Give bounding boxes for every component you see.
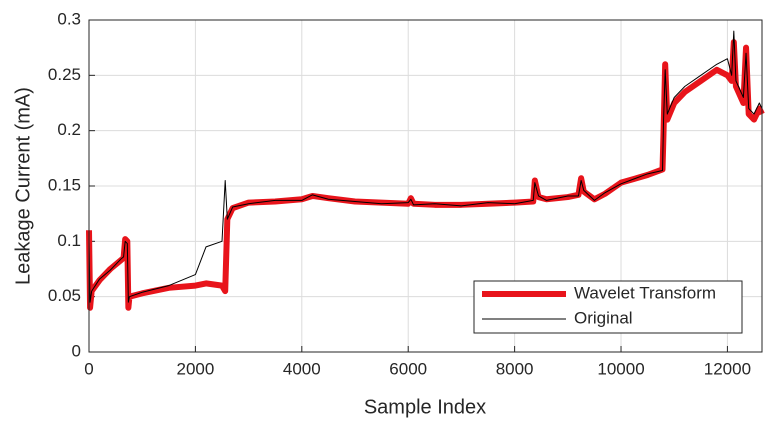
y-tick-label: 0.1 xyxy=(57,231,81,250)
x-tick-label: 6000 xyxy=(389,359,427,378)
x-tick-label: 0 xyxy=(84,359,93,378)
y-tick-label: 0.2 xyxy=(57,120,81,139)
legend-label: Wavelet Transform xyxy=(574,283,716,302)
plot-frame xyxy=(88,19,763,353)
x-tick-label: 8000 xyxy=(496,359,534,378)
y-tick-label: 0.25 xyxy=(48,65,81,84)
y-tick-label: 0.3 xyxy=(57,9,81,28)
y-tick-label: 0.05 xyxy=(48,286,81,305)
x-tick-label: 4000 xyxy=(283,359,321,378)
x-axis-label: Sample Index xyxy=(364,396,486,418)
legend-label: Original xyxy=(574,308,633,327)
x-tick-label: 12000 xyxy=(704,359,751,378)
series-line xyxy=(88,30,763,303)
y-tick-label: 0 xyxy=(72,341,81,360)
y-axis-label: Leakage Current (mA) xyxy=(12,87,34,285)
legend-box xyxy=(473,280,743,334)
x-tick-label: 2000 xyxy=(176,359,214,378)
x-tick-label: 10000 xyxy=(597,359,644,378)
y-tick-label: 0.15 xyxy=(48,175,81,194)
